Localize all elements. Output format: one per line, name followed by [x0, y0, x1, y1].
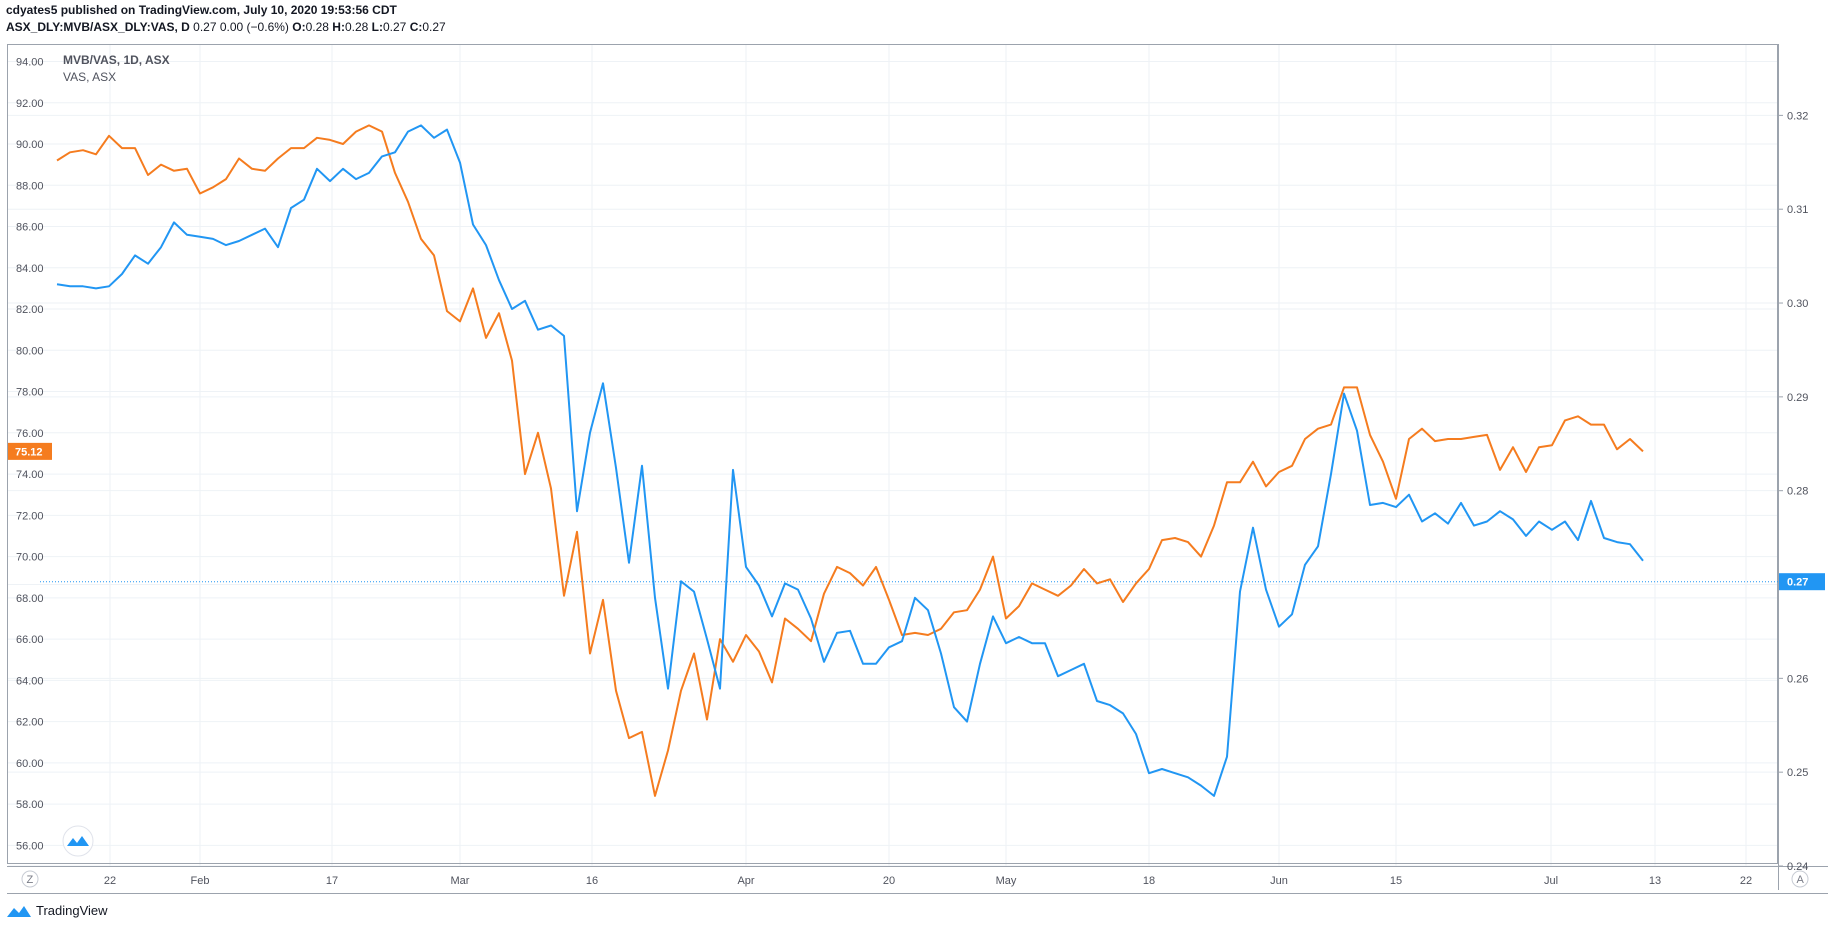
time-axis: 22 Feb 17 Mar 16 Apr 20 May 18 Jun 15 Jul 13 22	[104, 875, 1752, 887]
footer-brand[interactable]: TradingView	[6, 903, 108, 918]
series-group	[56, 124, 1644, 797]
right-tick-label: 0.29	[1787, 392, 1808, 404]
left-tick-label: 58.00	[16, 799, 44, 811]
x-tick-label: Jun	[1270, 875, 1288, 887]
high-value: 0.28	[344, 20, 369, 34]
x-tick-label: 22	[104, 875, 116, 887]
left-tick-label: 64.00	[16, 675, 44, 687]
publisher-text: cdyates5 published on TradingView.com, J…	[6, 3, 397, 17]
a-button-circle	[1791, 870, 1809, 888]
series-line-orange	[56, 124, 1644, 797]
a-button-label: A	[1797, 874, 1805, 886]
legend-vas: VAS, ASX	[63, 70, 116, 84]
x-tick-label: 17	[326, 875, 338, 887]
left-tick-label: 62.00	[16, 717, 44, 729]
footer-brand-text: TradingView	[36, 903, 108, 918]
left-tick-label: 88.00	[16, 180, 44, 192]
x-tick-label: Apr	[737, 875, 754, 887]
open-label: O:	[292, 20, 306, 34]
left-last-value-text: 75.12	[15, 446, 43, 458]
left-tick-label: 90.00	[16, 139, 44, 151]
x-tick-label: 13	[1649, 875, 1661, 887]
right-tick-label: 0.31	[1787, 204, 1808, 216]
left-tick-label: 86.00	[16, 222, 44, 234]
x-tick-label: Mar	[451, 875, 470, 887]
series-line-blue	[56, 124, 1644, 797]
x-tick-label: Jul	[1544, 875, 1558, 887]
left-axis: 94.00 92.00 90.00 88.00 86.00 84.00 82.00 80.00…	[16, 57, 44, 853]
x-tick-label: 22	[1740, 875, 1752, 887]
right-tick-label: 0.28	[1787, 486, 1808, 498]
tradingview-badge[interactable]	[62, 825, 94, 857]
z-button-circle	[21, 870, 39, 888]
quote-text: 0.27 0.00 (−0.6%)	[193, 20, 289, 34]
tradingview-cloud-icon	[67, 836, 89, 846]
left-tick-label: 78.00	[16, 387, 44, 399]
left-tick-label: 94.00	[16, 57, 44, 69]
close-value: 0.27	[422, 20, 446, 34]
right-tick-label: 0.32	[1787, 110, 1808, 122]
left-tick-label: 84.00	[16, 263, 44, 275]
legend-main: MVB/VAS, 1D, ASX	[63, 53, 170, 67]
left-last-value-bg	[8, 442, 52, 460]
x-tick-label: 18	[1143, 875, 1155, 887]
left-tick-label: 92.00	[16, 98, 44, 110]
z-button[interactable]: Z	[21, 870, 39, 888]
right-tick-label: 0.24	[1787, 861, 1808, 873]
symbol-text: ASX_DLY:MVB/ASX_DLY:VAS, D	[6, 20, 190, 34]
left-tick-label: 82.00	[16, 304, 44, 316]
left-tick-label: 56.00	[16, 840, 44, 852]
grid-lines	[8, 45, 1778, 867]
plot-frame	[7, 44, 1778, 864]
tradingview-logo-icon	[7, 905, 31, 917]
left-tick-label: 68.00	[16, 593, 44, 605]
low-label: L:	[371, 20, 383, 34]
left-tick-label: 66.00	[16, 634, 44, 646]
left-tick-label: 72.00	[16, 510, 44, 522]
x-tick-label: May	[996, 875, 1017, 887]
left-tick-label: 74.00	[16, 469, 44, 481]
x-tick-label: 20	[883, 875, 895, 887]
a-button[interactable]: A	[1791, 870, 1809, 888]
right-tick-label: 0.26	[1787, 673, 1808, 685]
left-tick-label: 70.00	[16, 552, 44, 564]
z-button-label: Z	[27, 874, 34, 886]
left-tick-label: 76.00	[16, 428, 44, 440]
x-tick-label: Feb	[191, 875, 210, 887]
right-axis: 0.32 0.31 0.30 0.29 0.28 0.27 0.26 0.25 0.24	[1778, 110, 1808, 873]
right-last-value-bg	[1779, 573, 1825, 591]
high-label: H:	[332, 20, 345, 34]
close-label: C:	[409, 20, 423, 34]
left-tick-label: 80.00	[16, 345, 44, 357]
x-tick-label: 16	[586, 875, 598, 887]
right-tick-label: 0.30	[1787, 298, 1808, 310]
right-last-value-tag: 0.27	[1779, 573, 1825, 591]
left-last-value-tag: 75.12	[8, 442, 52, 460]
open-value: 0.28	[305, 20, 329, 34]
low-value: 0.27	[383, 20, 407, 34]
right-last-value-text: 0.27	[1787, 577, 1808, 589]
legend: MVB/VAS, 1D, ASX VAS, ASX	[63, 53, 170, 84]
right-tick-label: 0.25	[1787, 767, 1808, 779]
publisher-line: cdyates5 published on TradingView.com, J…	[6, 3, 397, 17]
x-tick-label: 15	[1390, 875, 1402, 887]
badge-circle	[62, 825, 94, 857]
quote-line: ASX_DLY:MVB/ASX_DLY:VAS, D 0.27 0.00 (−0…	[6, 20, 446, 34]
left-tick-label: 60.00	[16, 758, 44, 770]
